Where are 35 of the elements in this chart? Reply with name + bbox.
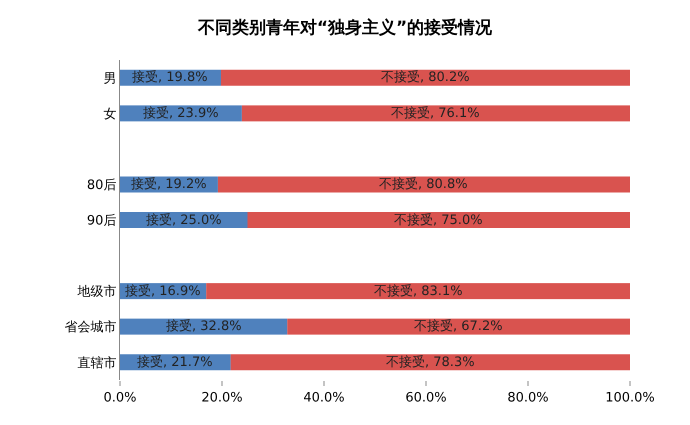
y-tick-label: 省会城市 xyxy=(64,320,116,336)
y-tick-label: 地级市 xyxy=(76,284,116,300)
y-tick-label: 80后 xyxy=(86,178,116,193)
y-tick-label: 女 xyxy=(103,106,116,122)
data-label: 接受, 32.8% xyxy=(166,319,242,334)
data-label: 接受, 21.7% xyxy=(137,355,213,370)
y-tick-label: 90后 xyxy=(86,214,116,229)
bar xyxy=(242,105,630,122)
bar xyxy=(230,354,630,370)
data-label: 接受, 16.9% xyxy=(125,284,201,299)
bar xyxy=(218,176,630,192)
bar xyxy=(206,283,630,300)
data-label: 不接受, 83.1% xyxy=(374,284,463,299)
bar xyxy=(220,70,630,86)
x-tick-label: 60.0% xyxy=(405,390,447,406)
x-tick-label: 100.0% xyxy=(605,390,655,406)
data-label: 不接受, 80.8% xyxy=(379,177,468,192)
data-label: 不接受, 75.0% xyxy=(394,213,483,228)
x-tick-label: 80.0% xyxy=(507,390,549,406)
bar xyxy=(248,212,630,228)
data-label: 接受, 23.9% xyxy=(143,106,219,121)
data-label: 不接受, 80.2% xyxy=(381,70,470,85)
y-tick-label: 男 xyxy=(103,71,116,86)
data-label: 不接受, 67.2% xyxy=(414,319,503,334)
x-tick-label: 20.0% xyxy=(201,390,243,406)
chart-title: 不同类别青年对“独身主义”的接受情况 xyxy=(196,18,494,38)
data-label: 不接受, 78.3% xyxy=(386,355,475,370)
data-label: 接受, 25.0% xyxy=(146,213,222,228)
data-label: 接受, 19.8% xyxy=(132,70,208,85)
bar xyxy=(287,318,630,335)
data-label: 不接受, 76.1% xyxy=(391,106,480,121)
data-label: 接受, 19.2% xyxy=(131,177,207,192)
x-tick-label: 40.0% xyxy=(303,390,345,406)
x-tick-label: 0.0% xyxy=(103,390,137,406)
y-tick-label: 直辖市 xyxy=(77,356,116,371)
